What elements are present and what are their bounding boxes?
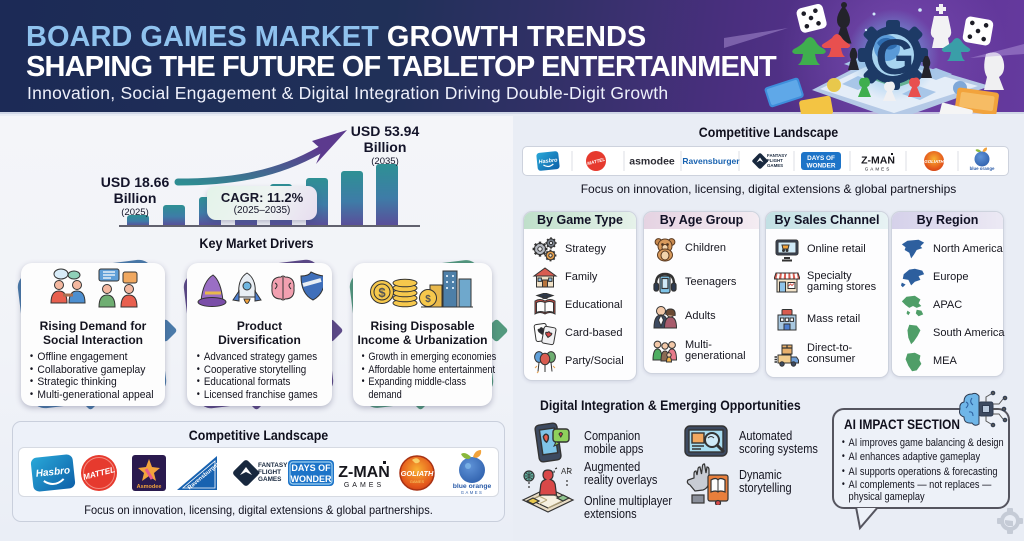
svg-text:FLIGHT: FLIGHT — [767, 158, 783, 163]
svg-text:Z-MAN: Z-MAN — [338, 464, 390, 481]
svg-text:GAMES: GAMES — [767, 163, 783, 168]
svg-text:MATTEL: MATTEL — [587, 157, 606, 166]
svg-text:G: G — [876, 29, 915, 85]
svg-text:FLIGHT: FLIGHT — [258, 469, 281, 476]
svg-text:$: $ — [378, 285, 386, 300]
svg-text:blue orange: blue orange — [453, 483, 492, 490]
svg-text:$: $ — [425, 294, 431, 305]
svg-text:FANTASY: FANTASY — [767, 153, 787, 158]
svg-text:WONDER: WONDER — [291, 474, 332, 484]
svg-text:GAMES: GAMES — [258, 476, 282, 483]
svg-text:GAMES: GAMES — [410, 479, 425, 484]
svg-text:Hasbro: Hasbro — [35, 465, 70, 480]
svg-text:Ravensburger: Ravensburger — [682, 156, 740, 166]
svg-text:asmodee: asmodee — [629, 156, 675, 168]
svg-text:FANTASY: FANTASY — [258, 462, 288, 469]
svg-text:WONDER: WONDER — [806, 163, 835, 170]
svg-text:GOLIATH: GOLIATH — [401, 469, 434, 478]
svg-text:Z-MAN: Z-MAN — [861, 155, 895, 167]
svg-text:GOLIATH: GOLIATH — [924, 159, 944, 164]
svg-text:GAMES: GAMES — [344, 482, 384, 489]
svg-text:DAYS OF: DAYS OF — [291, 463, 331, 473]
svg-text:blue orange: blue orange — [970, 166, 995, 171]
svg-text:AR: AR — [561, 467, 572, 476]
svg-text:Hasbro: Hasbro — [538, 157, 558, 165]
svg-text:DAYS OF: DAYS OF — [807, 155, 835, 162]
svg-text:GAMES: GAMES — [461, 490, 484, 495]
svg-text:GAMES: GAMES — [865, 167, 892, 172]
svg-text:Asmodee: Asmodee — [137, 484, 162, 490]
